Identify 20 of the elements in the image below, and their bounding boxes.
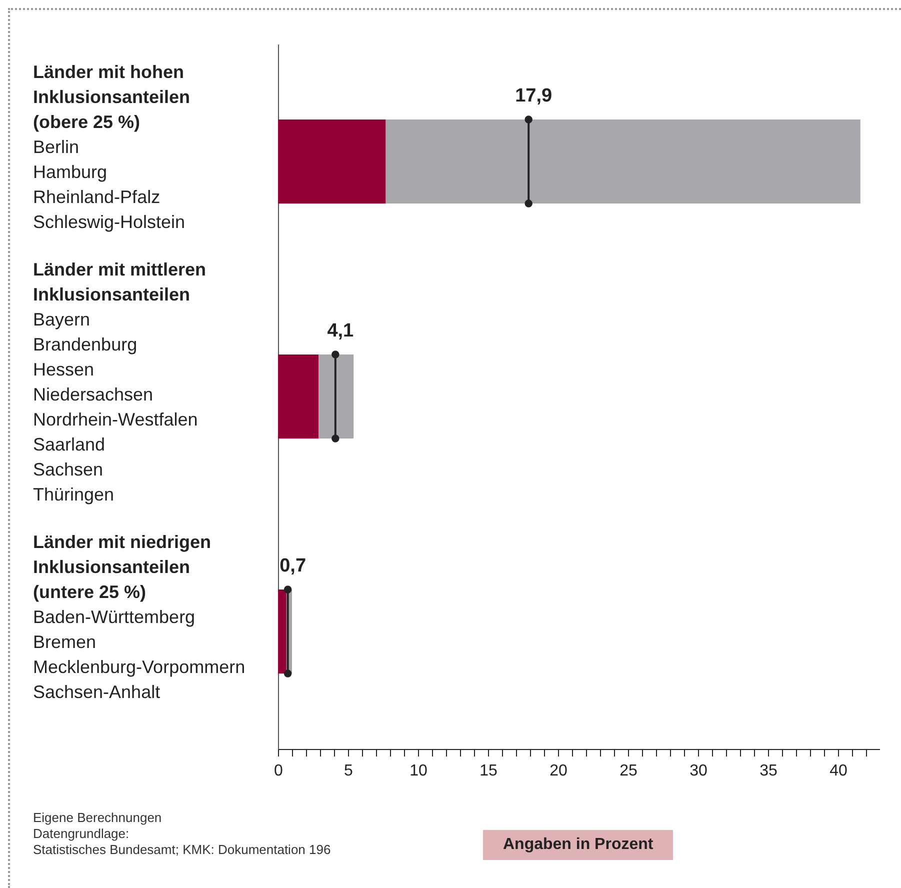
y-tick-label: Länder mit niedrigen Inklusionsanteilen (untere 25 %) (33, 532, 212, 602)
x-axis-title: Angaben in Prozent (483, 830, 674, 860)
x-tick-label: 35 (760, 762, 778, 780)
text: Baden-Württemberg Bremen Mecklenburg-Vorpommern Sachsen-Anhalt (33, 607, 246, 702)
text: Eigene Berechnungen Datengrundlage: Statistisches Bundesamt; KMK: Dokumentation 196 (33, 810, 331, 858)
text: Berlin Hamburg Rheinland-Pfalz Schleswig-Holstein (33, 137, 186, 232)
x-tick-label: 15 (480, 762, 498, 780)
y-tick-label: Länder mit mittleren Inklusionsanteilen (33, 260, 206, 304)
text: Bayern Brandenburg Hessen Niedersachsen Nordrhein-Westfalen Saarland Sachsen Thüringen (33, 310, 198, 504)
x-tick-label: 0 (274, 762, 284, 780)
data-label: 0,7 (280, 556, 306, 576)
x-tick-label: 40 (830, 762, 848, 780)
data-label: 4,1 (327, 320, 354, 342)
x-tick-label: 20 (550, 762, 568, 780)
data-label: 17,9 (515, 86, 552, 106)
x-tick-label: 5 (344, 762, 354, 780)
x-tick-label: 30 (690, 762, 708, 780)
x-tick-label: 10 (410, 762, 428, 780)
x-tick-label: 25 (620, 762, 638, 780)
y-tick-label: Länder mit hohen Inklusionsanteilen (obere 25 %) (33, 62, 190, 132)
